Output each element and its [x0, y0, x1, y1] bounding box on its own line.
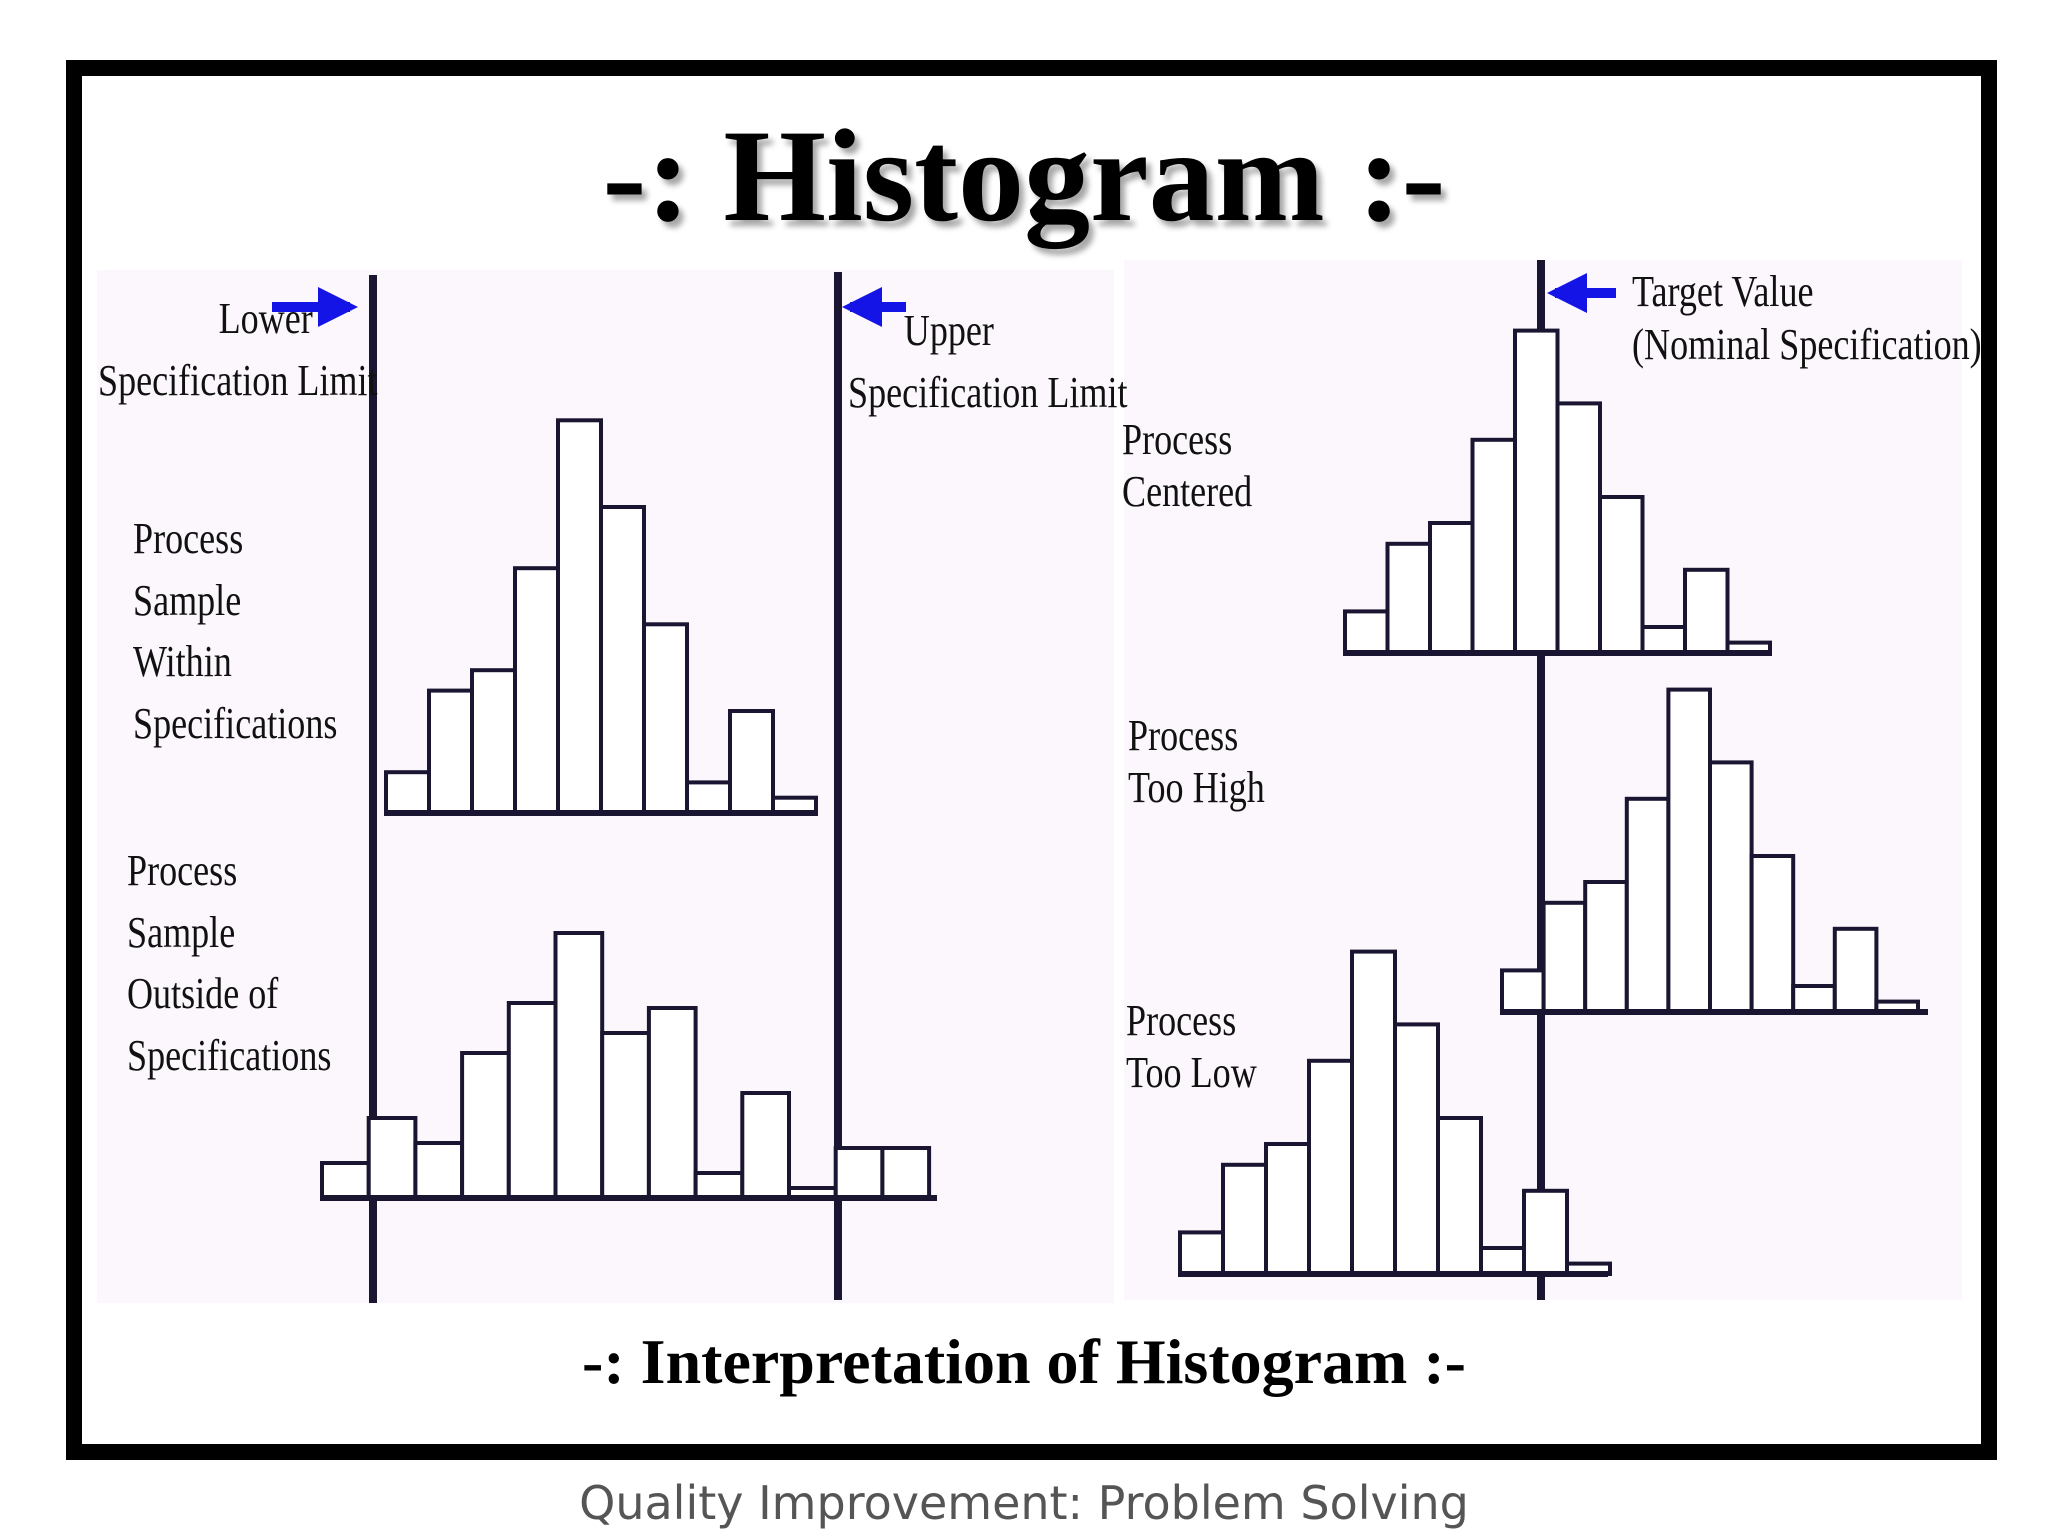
within-bar: [556, 418, 603, 815]
within-line-2: Sample: [133, 575, 242, 625]
centered-bar: [1513, 328, 1560, 655]
lower-spec-label: Lower Specification Limit: [98, 288, 378, 413]
histogram-process-too-high: [1500, 687, 1928, 1015]
centered-bar: [1598, 495, 1645, 655]
within-line-1: Process: [133, 514, 244, 563]
upper-spec-line-1: Upper: [903, 306, 994, 355]
centered-bar: [1428, 521, 1475, 655]
too-low-bar: [1264, 1142, 1311, 1276]
too-low-bar: [1393, 1022, 1440, 1277]
within-bar: [728, 709, 775, 815]
footer-caption: Quality Improvement: Problem Solving: [579, 1476, 1469, 1530]
target-value-label: Target Value (Nominal Specification): [1632, 266, 1982, 372]
too-high-bar: [1541, 900, 1588, 1014]
outside-line-3: Outside of: [127, 969, 279, 1019]
process-centered-label: Process Centered: [1122, 414, 1252, 518]
within-bar: [384, 770, 431, 816]
outside-bar: [366, 1116, 418, 1200]
too-high-bar: [1666, 687, 1713, 1014]
centered-line-2: Centered: [1122, 466, 1253, 516]
too-high-bar: [1500, 968, 1546, 1015]
subtitle: -: Interpretation of Histogram :-: [582, 1326, 1466, 1397]
centered-bar: [1385, 541, 1432, 655]
outside-spec-label: Process Sample Outside of Specifications: [127, 840, 331, 1086]
histogram-process-too-low: [1178, 949, 1612, 1277]
centered-bar: [1640, 625, 1687, 655]
outside-line-1: Process: [127, 846, 238, 895]
centered-line-1: Process: [1122, 415, 1233, 464]
too-low-bar: [1522, 1188, 1569, 1277]
outside-line-4: Specifications: [127, 1030, 332, 1080]
within-spec-label: Process Sample Within Specifications: [133, 508, 337, 754]
outside-bar: [646, 1006, 698, 1200]
within-bar: [470, 668, 517, 816]
too-high-line-2: Too High: [1128, 762, 1265, 812]
within-line-3: Within: [133, 637, 232, 687]
too-low-line-1: Process: [1126, 996, 1237, 1045]
upper-spec-line-2: Specification Limit: [848, 368, 1128, 418]
within-bar: [685, 780, 732, 816]
outside-bar: [740, 1091, 791, 1200]
within-bar: [642, 622, 689, 815]
within-line-4: Specifications: [133, 698, 338, 748]
upper-spec-label: Upper Specification Limit: [848, 300, 1128, 425]
centered-bar: [1555, 401, 1602, 655]
too-low-bar: [1436, 1116, 1483, 1276]
centered-bar: [1470, 437, 1517, 655]
within-bar: [599, 505, 646, 815]
outside-line-2: Sample: [127, 907, 236, 957]
outside-bar: [506, 1001, 558, 1200]
histogram-process-centered: [1343, 328, 1772, 656]
process-too-low-label: Process Too Low: [1126, 995, 1257, 1099]
process-too-high-label: Process Too High: [1128, 710, 1265, 814]
outside-bar: [320, 1161, 371, 1200]
too-low-line-2: Too Low: [1126, 1047, 1257, 1097]
outside-bar: [553, 931, 605, 1200]
centered-bar: [1683, 567, 1730, 655]
too-high-bar: [1832, 926, 1879, 1014]
lower-spec-line-1: Lower: [218, 294, 313, 343]
too-high-bar: [1583, 880, 1629, 1014]
too-low-bar: [1479, 1246, 1526, 1276]
target-line-2: (Nominal Specification): [1632, 319, 1982, 369]
too-high-bar: [1749, 854, 1796, 1014]
lower-spec-line-2: Specification Limit: [98, 356, 378, 406]
page-title: -: Histogram :-: [602, 102, 1446, 249]
outside-bar: [460, 1051, 511, 1200]
too-high-bar: [1624, 796, 1671, 1014]
target-line-1: Target Value: [1632, 267, 1814, 316]
too-high-bar: [1791, 984, 1837, 1014]
outside-bar: [693, 1171, 745, 1200]
within-bar: [427, 688, 474, 815]
outside-bar: [600, 1031, 651, 1200]
too-low-bar: [1178, 1230, 1225, 1277]
outside-bar: [413, 1141, 465, 1200]
too-low-bar: [1307, 1058, 1354, 1277]
too-high-bar: [1708, 760, 1754, 1015]
centered-bar: [1343, 609, 1390, 656]
too-low-bar: [1221, 1162, 1268, 1277]
outside-bar: [833, 1146, 885, 1200]
histogram-outside-specifications: [320, 931, 937, 1201]
too-low-bar: [1350, 949, 1397, 1276]
outside-bar: [880, 1146, 932, 1200]
too-high-line-1: Process: [1128, 711, 1239, 760]
within-bar: [513, 566, 560, 816]
histogram-within-specifications: [384, 418, 818, 816]
